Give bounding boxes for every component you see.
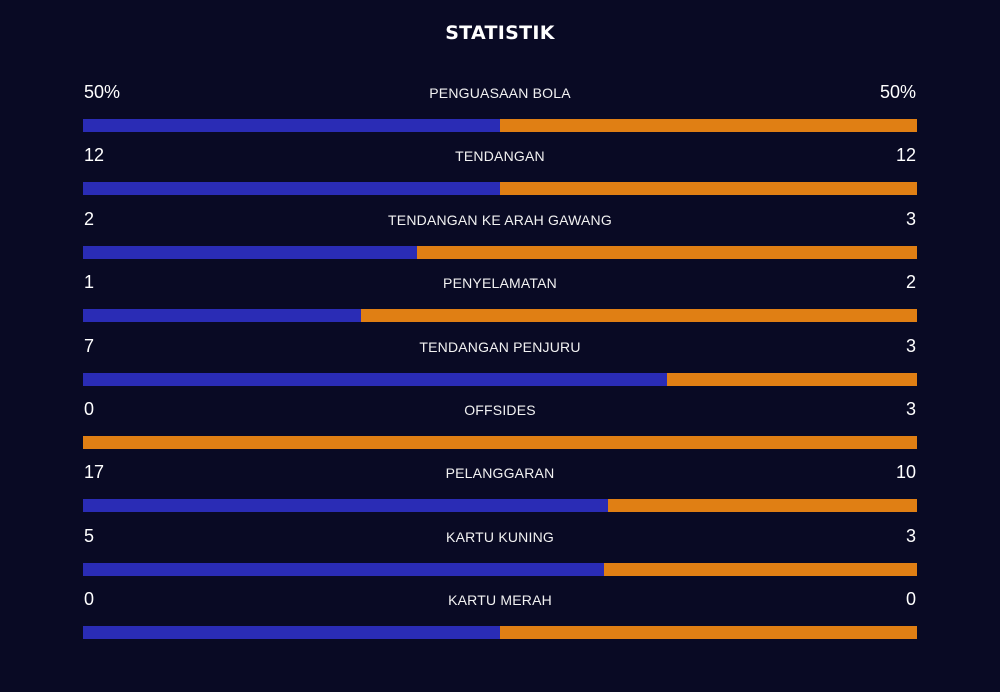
stat-label: TENDANGAN PENJURU <box>419 338 581 355</box>
stat-row-fouls: 17 PELANGGARAN 10 <box>83 460 917 523</box>
stat-row-possession: 50% PENGUASAAN BOLA 50% <box>83 80 917 143</box>
comparison-bar <box>83 245 917 259</box>
away-value: 12 <box>895 145 916 166</box>
stat-row-yellow-cards: 5 KARTU KUNING 3 <box>83 524 917 587</box>
home-value: 2 <box>84 208 95 229</box>
home-value: 50% <box>84 82 121 102</box>
comparison-bar <box>83 309 917 323</box>
stat-row-corners: 7 TENDANGAN PENJURU 3 <box>83 334 917 397</box>
comparison-bar <box>83 435 917 449</box>
stat-label: PELANGGARAN <box>445 465 555 482</box>
stat-label: KARTU KUNING <box>446 528 554 545</box>
home-value: 5 <box>84 525 95 546</box>
away-value: 2 <box>905 272 916 293</box>
stat-row-shots: 12 TENDANGAN 12 <box>83 143 917 206</box>
away-bar-segment <box>666 372 917 386</box>
panel-title: STATISTIK <box>445 22 555 44</box>
comparison-bar <box>83 499 917 513</box>
away-value: 10 <box>895 462 916 483</box>
away-bar-segment <box>608 499 917 513</box>
comparison-bar <box>83 562 917 576</box>
stat-label: OFFSIDES <box>464 401 536 418</box>
comparison-bar <box>83 182 917 196</box>
comparison-bar <box>83 626 917 640</box>
away-value: 3 <box>905 398 916 419</box>
away-bar-segment <box>604 562 917 576</box>
home-value: 1 <box>84 272 95 293</box>
away-value: 3 <box>905 208 916 229</box>
home-bar-segment <box>83 499 609 513</box>
stat-row-saves: 1 PENYELAMATAN 2 <box>83 270 917 333</box>
home-value: 17 <box>84 462 105 483</box>
away-value: 3 <box>905 525 916 546</box>
home-value: 0 <box>84 589 95 610</box>
stat-label: TENDANGAN KE ARAH GAWANG <box>388 211 612 228</box>
away-bar-segment <box>500 119 917 132</box>
comparison-bar <box>83 119 917 132</box>
stat-row-offsides: 0 OFFSIDES 3 <box>83 397 917 460</box>
home-bar-segment <box>83 372 667 386</box>
away-bar-segment <box>416 245 917 259</box>
home-value: 12 <box>84 145 105 166</box>
home-value: 7 <box>84 335 95 356</box>
away-bar-segment <box>360 309 917 323</box>
comparison-bar <box>83 372 917 386</box>
stat-label: PENGUASAAN BOLA <box>429 85 571 101</box>
away-value: 50% <box>879 82 916 102</box>
away-bar-segment <box>500 626 917 640</box>
stat-row-shots-on-target: 2 TENDANGAN KE ARAH GAWANG 3 <box>83 207 917 270</box>
away-bar-segment <box>83 435 917 449</box>
stats-list: 50% PENGUASAAN BOLA 50% 12 TENDANGAN 12 <box>83 80 917 651</box>
away-value: 3 <box>905 335 916 356</box>
stat-label: TENDANGAN <box>455 148 545 165</box>
stat-row-red-cards: 0 KARTU MERAH 0 <box>83 587 917 650</box>
home-bar-segment <box>83 119 500 132</box>
away-value: 0 <box>905 589 916 610</box>
home-bar-segment <box>83 562 605 576</box>
stat-label: PENYELAMATAN <box>443 275 557 292</box>
home-bar-segment <box>83 245 417 259</box>
stat-label: KARTU MERAH <box>448 592 552 609</box>
home-bar-segment <box>83 182 500 196</box>
home-bar-segment <box>83 626 500 640</box>
home-bar-segment <box>83 309 361 323</box>
away-bar-segment <box>500 182 917 196</box>
home-value: 0 <box>84 398 95 419</box>
